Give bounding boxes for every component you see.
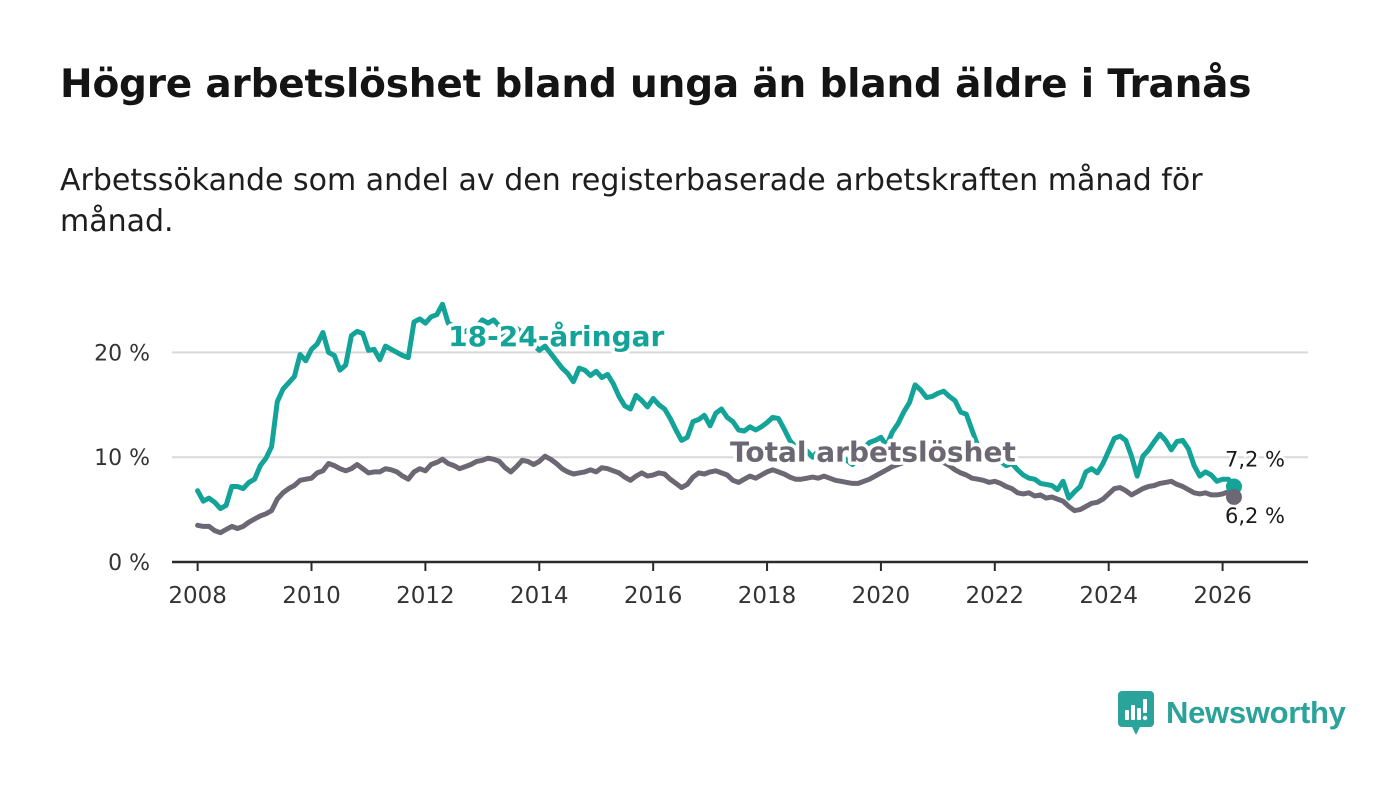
- grid-layer: [172, 351, 1308, 459]
- series-label: Total arbetslöshet: [730, 435, 1016, 468]
- x-tick-label: 2020: [852, 583, 911, 609]
- chart-subtitle: Arbetssökande som andel av den registerb…: [60, 163, 1203, 239]
- x-tick-label: 2016: [624, 583, 683, 609]
- x-tick-label: 2008: [168, 583, 227, 609]
- x-tick-label: 2012: [396, 583, 455, 609]
- x-tick-label: 2022: [966, 583, 1025, 609]
- y-tick-label: 10 %: [94, 446, 150, 471]
- series-end-marker: [1225, 489, 1242, 506]
- series-label: 18-24-åringar: [448, 320, 664, 353]
- newsworthy-logo-icon: [1118, 691, 1154, 735]
- brand-name: Newsworthy: [1166, 695, 1346, 730]
- chart-title: Högre arbetslöshet bland unga än bland ä…: [60, 62, 1252, 107]
- x-tick-label: 2018: [738, 583, 797, 609]
- brand-logo: Newsworthy: [1118, 690, 1346, 736]
- series-line: [195, 301, 1237, 512]
- x-tick-label: 2010: [282, 583, 341, 609]
- x-tick-label: 2014: [510, 583, 569, 609]
- end-value-label: 6,2 %: [1225, 504, 1285, 528]
- series-line: [195, 452, 1237, 536]
- y-tick-label: 20 %: [94, 341, 150, 366]
- label-layer: 18-24-åringar Total arbetslöshet 7,2 % 6,2 …: [445, 317, 1288, 531]
- y-tick-label: 0 %: [108, 551, 150, 576]
- axis-layer: 0 % 10 % 20 % 2008 2010 2012 2014 2016 2018 2020 2…: [94, 341, 1308, 609]
- end-value-label: 7,2 %: [1225, 448, 1285, 472]
- x-tick-label: 2024: [1079, 583, 1138, 609]
- x-tick-label: 2026: [1193, 583, 1252, 609]
- series-layer: [195, 301, 1242, 536]
